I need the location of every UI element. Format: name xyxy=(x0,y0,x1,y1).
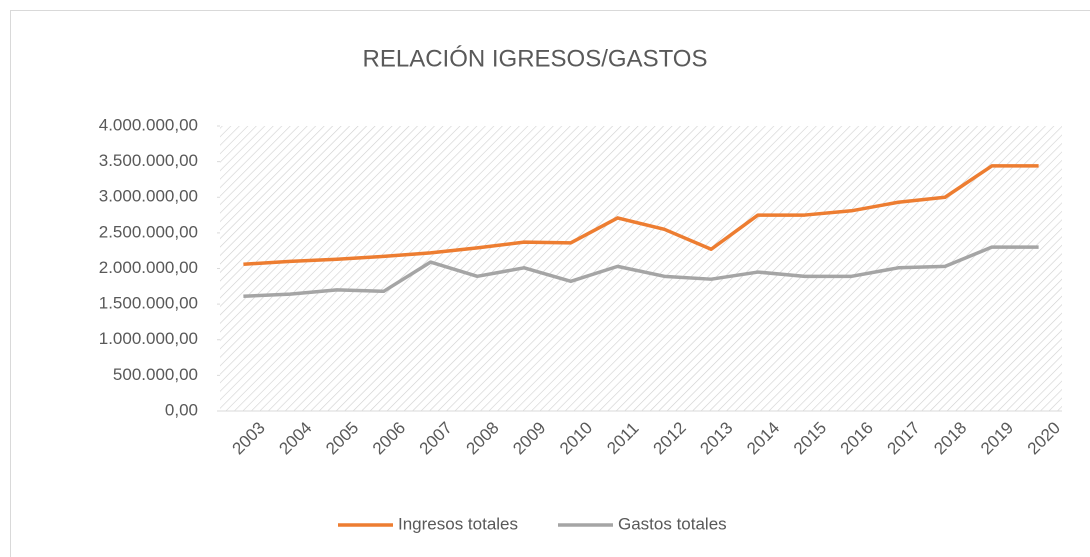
y-tick-label: 0,00 xyxy=(165,400,198,419)
y-tick-label: 1.500.000,00 xyxy=(99,294,198,313)
y-tick-label: 3.500.000,00 xyxy=(99,151,198,170)
line-series xyxy=(243,245,1039,299)
y-tick-label: 2.500.000,00 xyxy=(99,222,198,241)
chart-title: RELACIÓN IGRESOS/GASTOS xyxy=(363,45,708,72)
line-series xyxy=(243,164,1039,266)
y-tick-label: 2.000.000,00 xyxy=(99,258,198,277)
legend-label: Gastos totales xyxy=(618,514,727,533)
y-tick-label: 500.000,00 xyxy=(113,365,198,384)
legend-label: Ingresos totales xyxy=(398,514,518,533)
y-tick-label: 1.000.000,00 xyxy=(99,329,198,348)
y-tick-label: 4.000.000,00 xyxy=(99,115,198,134)
plot-area xyxy=(220,126,1062,411)
y-tick-label: 3.000.000,00 xyxy=(99,187,198,206)
